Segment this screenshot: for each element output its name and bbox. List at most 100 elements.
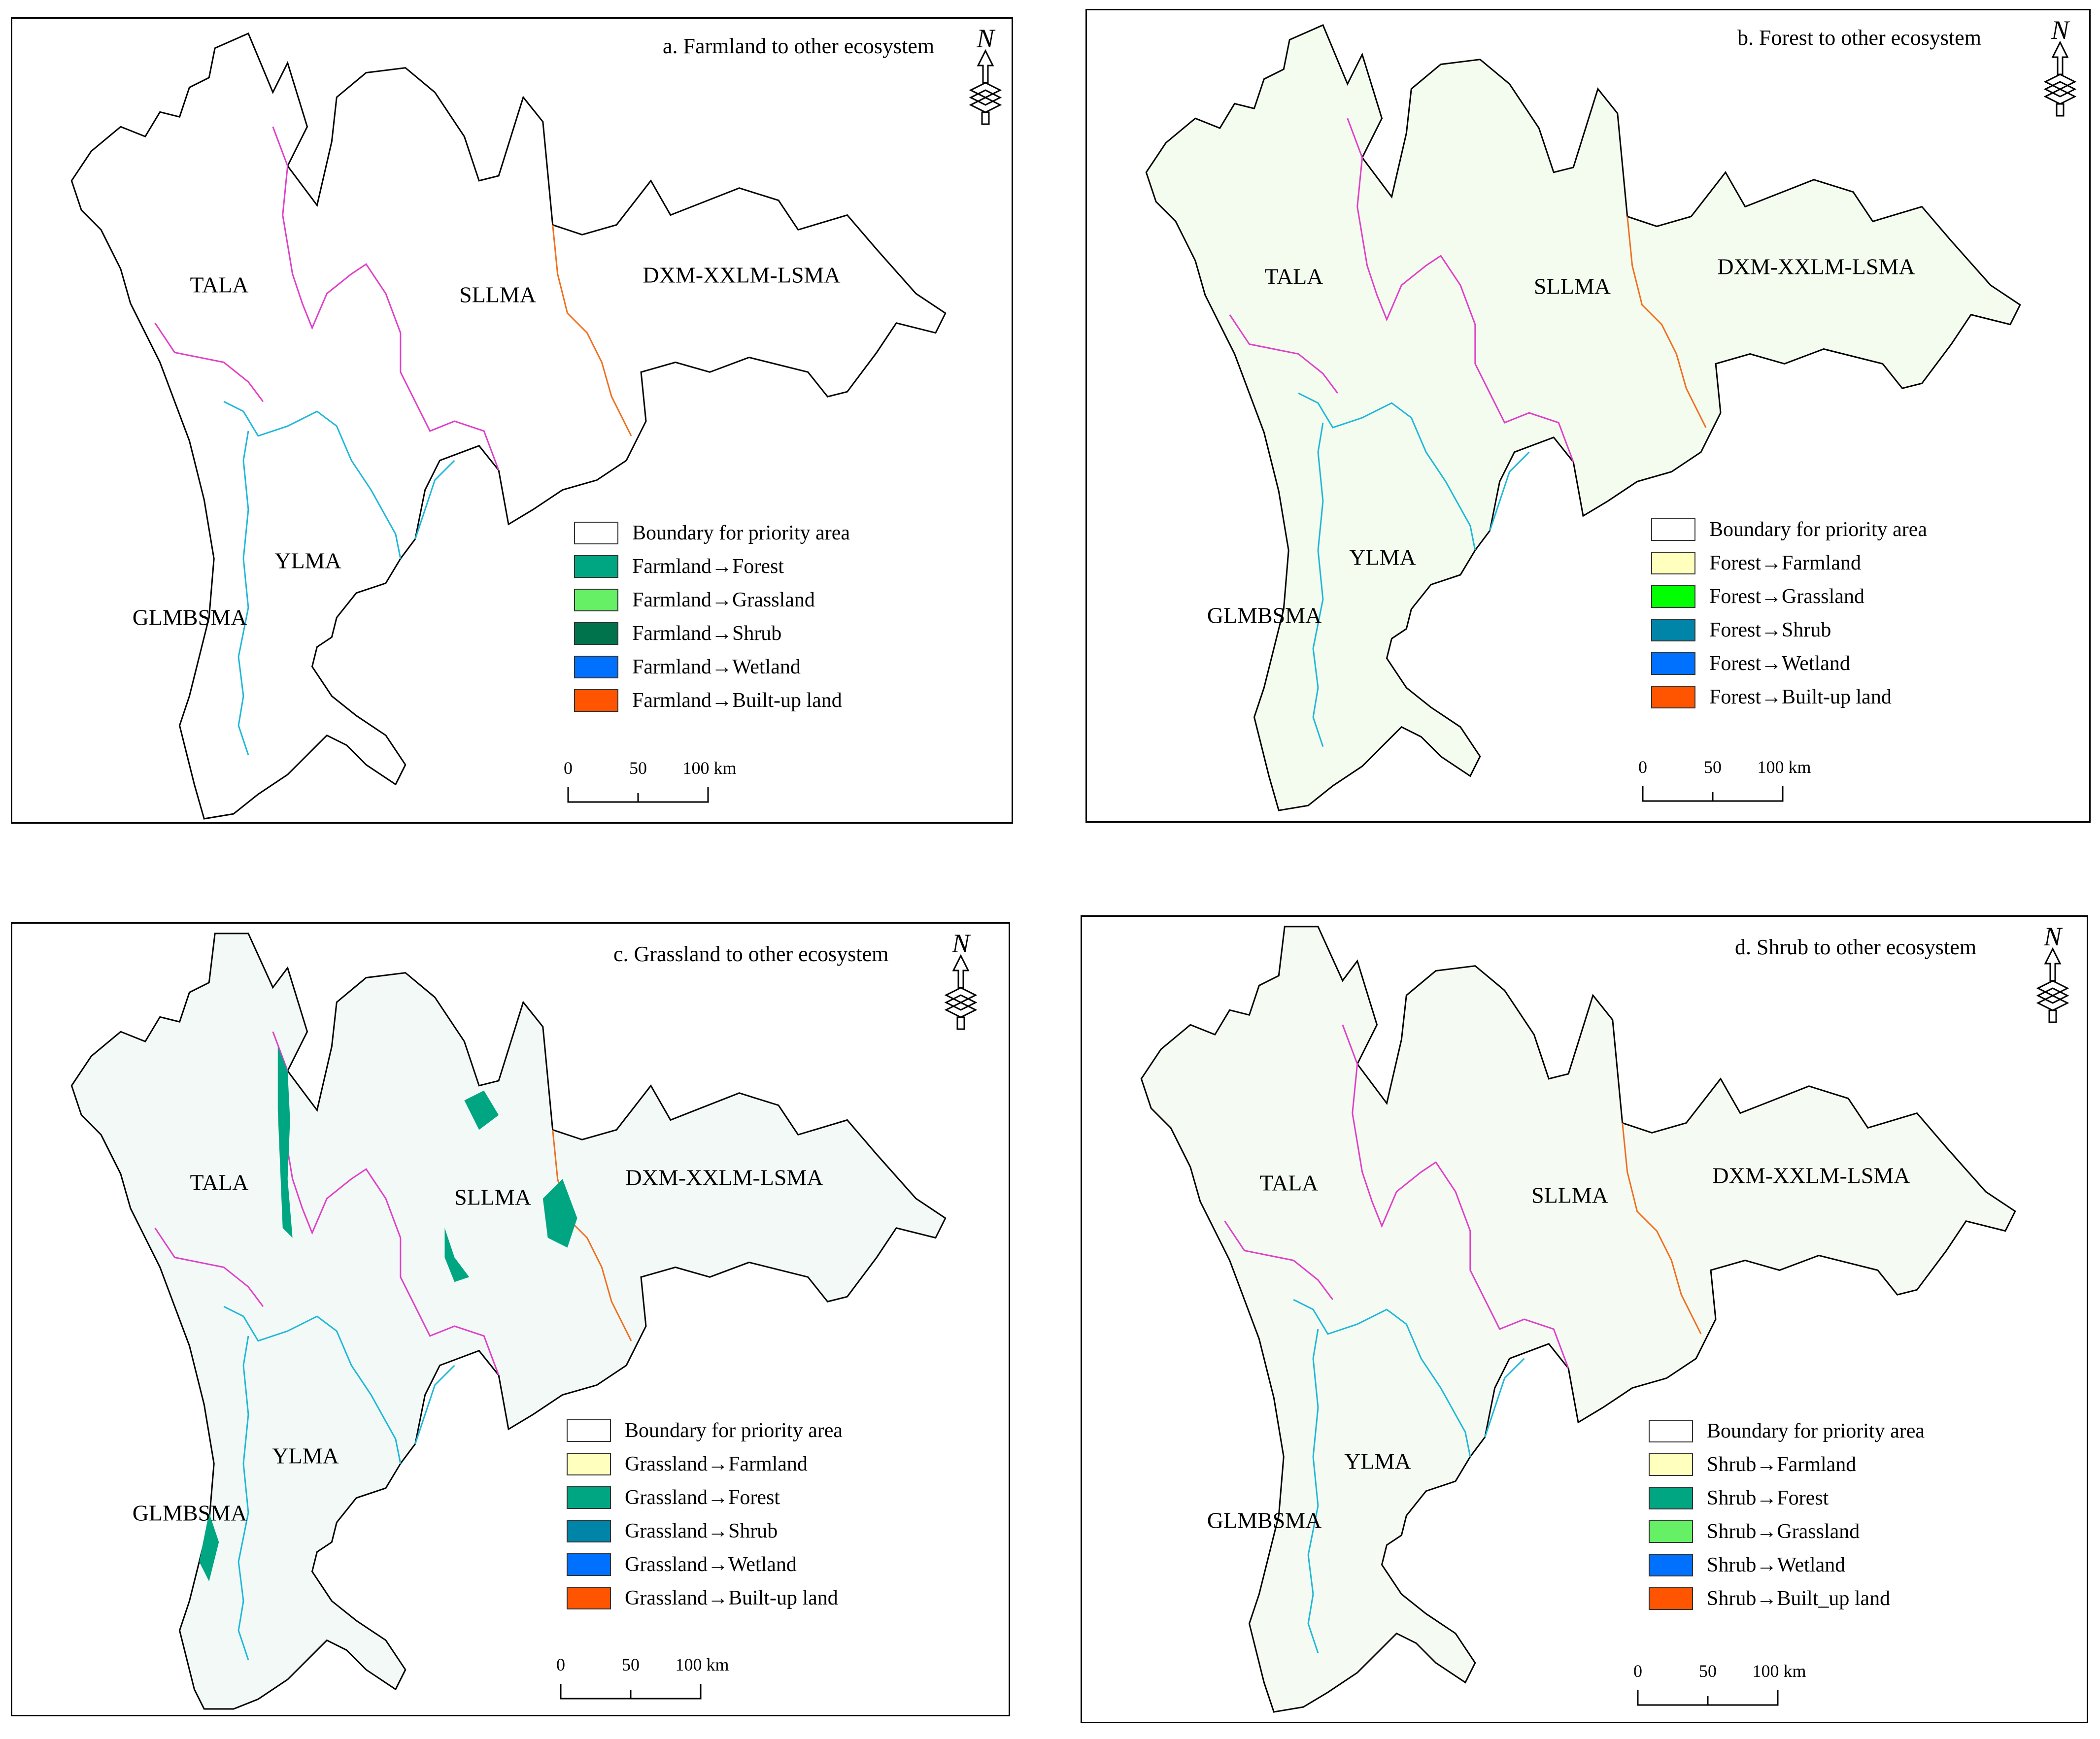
- north-arrow-icon: N: [944, 929, 978, 1030]
- legend-swatch: [1651, 686, 1695, 708]
- north-arrow: N: [939, 929, 983, 1032]
- north-arrow-icon: N: [969, 24, 1002, 125]
- grassland-forest-patch: [199, 1512, 219, 1582]
- legend-swatch: [1651, 585, 1695, 608]
- scale-bar: 0 50 100 km: [1634, 757, 1811, 811]
- legend-item: Boundary for priority area: [1649, 1414, 1925, 1448]
- legend-item: Farmland→Grassland: [574, 583, 850, 617]
- grassland-forest-patch: [464, 1090, 499, 1130]
- map-c: [70, 933, 947, 1710]
- region-label-dxm: DXM-XXLM-LSMA: [1717, 254, 1915, 279]
- legend-swatch: [574, 689, 618, 712]
- map-panel-a: a. Farmland to other ecosystem N TALA SL…: [11, 17, 1013, 824]
- map-panel-b: b. Forest to other ecosystem N TALA SLLM…: [1085, 9, 2091, 823]
- legend-swatch: [1649, 1520, 1693, 1543]
- north-arrow: N: [2031, 922, 2075, 1025]
- ylma-boundary: [223, 401, 455, 755]
- map-panel-d: d. Shrub to other ecosystem N TALA SLLMA…: [1081, 915, 2088, 1723]
- scale-bar: 0 50 100 km: [1629, 1661, 1806, 1715]
- region-label-dxm: DXM-XXLM-LSMA: [625, 1165, 823, 1190]
- region-label-sllma: SLLMA: [1531, 1182, 1608, 1208]
- region-label-ylma: YLMA: [274, 548, 341, 573]
- grassland-forest-patch: [542, 1179, 577, 1248]
- panel-title: d. Shrub to other ecosystem: [1735, 935, 1977, 959]
- region-label-dxm: DXM-XXLM-LSMA: [643, 262, 841, 288]
- region-label-tala: TALA: [1264, 264, 1323, 289]
- dxm-boundary: [552, 225, 632, 436]
- legend-item: Boundary for priority area: [567, 1414, 843, 1447]
- legend-item: Forest→Grassland: [1651, 580, 1927, 613]
- legend-item: Forest→Wetland: [1651, 647, 1927, 680]
- legend-item: Shrub→Forest: [1649, 1481, 1925, 1515]
- legend-item: Boundary for priority area: [1651, 513, 1927, 546]
- legend: Boundary for priority area Shrub→Farmlan…: [1649, 1414, 1925, 1615]
- legend-swatch: [1651, 552, 1695, 574]
- legend-swatch: [567, 1587, 611, 1609]
- north-arrow: N: [2038, 15, 2082, 119]
- study-area-outline: [70, 32, 947, 820]
- study-area-outline: [70, 933, 947, 1710]
- legend-swatch: [574, 555, 618, 578]
- legend: Boundary for priority area Grassland→Far…: [567, 1414, 843, 1615]
- legend-item: Grassland→Shrub: [567, 1514, 843, 1548]
- legend: Boundary for priority area Farmland→Fore…: [574, 516, 850, 717]
- map-b: [1145, 24, 2021, 811]
- legend-item: Grassland→Forest: [567, 1481, 843, 1514]
- legend-swatch: [567, 1520, 611, 1542]
- map-a: [70, 32, 947, 820]
- legend-swatch: [567, 1419, 611, 1442]
- tala-boundary-west: [154, 322, 264, 402]
- legend-swatch: [574, 589, 618, 611]
- legend: Boundary for priority area Forest→Farmla…: [1651, 513, 1927, 714]
- legend-item: Farmland→Wetland: [574, 650, 850, 684]
- region-label-sllma: SLLMA: [454, 1184, 531, 1210]
- region-label-sllma: SLLMA: [459, 282, 536, 307]
- legend-swatch: [574, 656, 618, 678]
- region-label-glmbsma: GLMBSMA: [132, 1500, 247, 1526]
- legend-item: Shrub→Grassland: [1649, 1515, 1925, 1548]
- region-label-glmbsma: GLMBSMA: [1207, 1507, 1322, 1533]
- legend-swatch: [1649, 1453, 1693, 1476]
- north-arrow: N: [963, 24, 1008, 127]
- legend-swatch: [1649, 1487, 1693, 1509]
- north-letter: N: [2051, 15, 2070, 45]
- legend-swatch: [1651, 619, 1695, 641]
- region-label-sllma: SLLMA: [1534, 273, 1611, 299]
- north-arrow-icon: N: [2043, 15, 2077, 117]
- legend-item: Forest→Built-up land: [1651, 680, 1927, 714]
- legend-item: Farmland→Built-up land: [574, 684, 850, 717]
- north-arrow-icon: N: [2036, 922, 2069, 1023]
- region-label-glmbsma: GLMBSMA: [132, 604, 247, 630]
- legend-item: Farmland→Shrub: [574, 617, 850, 650]
- panel-title: b. Forest to other ecosystem: [1737, 26, 1981, 50]
- legend-swatch: [1649, 1554, 1693, 1576]
- scale-bar: 0 50 100 km: [552, 1654, 729, 1708]
- legend-swatch: [574, 522, 618, 544]
- region-label-ylma: YLMA: [272, 1443, 339, 1469]
- legend-swatch: [1649, 1420, 1693, 1442]
- legend-item: Forest→Shrub: [1651, 613, 1927, 647]
- map-panel-c: c. Grassland to other ecosystem N TALA S…: [11, 922, 1010, 1716]
- legend-swatch: [1651, 518, 1695, 541]
- map-d: [1140, 926, 2016, 1713]
- legend-swatch: [1649, 1587, 1693, 1610]
- legend-item: Shrub→Built_up land: [1649, 1582, 1925, 1615]
- grassland-forest-patch: [277, 1046, 293, 1238]
- panel-title: a. Farmland to other ecosystem: [663, 34, 935, 58]
- region-label-dxm: DXM-XXLM-LSMA: [1712, 1163, 1910, 1188]
- legend-swatch: [567, 1453, 611, 1475]
- legend-item: Grassland→Farmland: [567, 1447, 843, 1481]
- region-label-tala: TALA: [190, 1170, 249, 1195]
- region-label-glmbsma: GLMBSMA: [1207, 602, 1322, 628]
- study-area-outline: [1145, 24, 2021, 811]
- north-letter: N: [976, 24, 996, 53]
- legend-swatch: [1651, 652, 1695, 675]
- legend-item: Shrub→Farmland: [1649, 1448, 1925, 1481]
- north-letter: N: [2043, 922, 2063, 951]
- legend-item: Grassland→Built-up land: [567, 1581, 843, 1615]
- grassland-forest-patch: [444, 1228, 470, 1282]
- legend-swatch: [567, 1553, 611, 1576]
- study-area-outline: [1140, 926, 2016, 1713]
- region-label-ylma: YLMA: [1349, 544, 1416, 570]
- legend-item: Grassland→Wetland: [567, 1548, 843, 1581]
